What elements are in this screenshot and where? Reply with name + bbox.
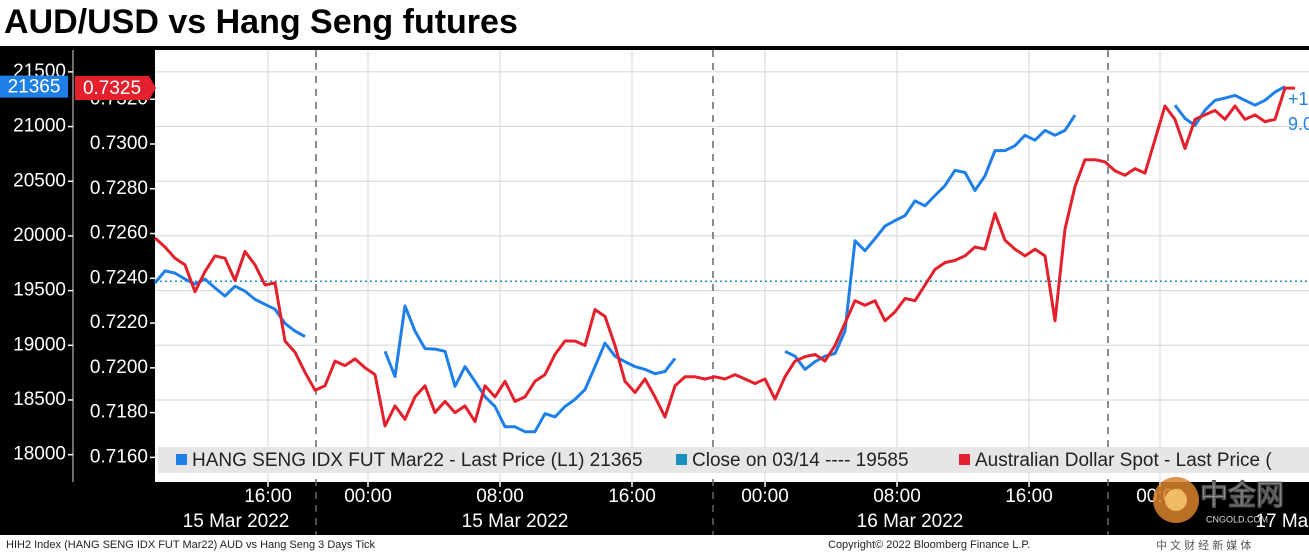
watermark-site: CNGOLD.COM [1206, 514, 1268, 524]
x-tick-label: 00:00 [344, 486, 392, 507]
y-tick-label: 20500 [13, 170, 66, 191]
x-date-label: 16 Mar 2022 [857, 511, 964, 532]
watermark-logo-inner [1165, 489, 1187, 511]
y2-tick-label: 0.7220 [90, 312, 148, 333]
x-tick-label: 16:00 [608, 486, 656, 507]
legend: HANG SENG IDX FUT Mar22 - Last Price (L1… [176, 450, 1272, 471]
right-label: 9.0 [1288, 114, 1309, 134]
legend-swatch [676, 454, 687, 465]
watermark-brand: 中金网 [1200, 478, 1284, 510]
value-tag: 21365 [8, 77, 61, 98]
x-tick-label: 16:00 [1005, 486, 1053, 507]
legend-label: Close on 03/14 ---- 19585 [692, 450, 909, 471]
y2-tick-label: 0.7260 [90, 223, 148, 244]
chart-title: AUD/USD vs Hang Seng futures [4, 3, 518, 41]
right-label: +1 [1288, 89, 1309, 109]
marks: +19.0 [153, 85, 1309, 434]
legend-label: Australian Dollar Spot - Last Price ( [975, 450, 1272, 471]
value-tag-box [75, 76, 156, 101]
y2-tick-label: 0.7200 [90, 357, 148, 378]
value-tag-box [0, 75, 68, 98]
series-line [383, 304, 677, 434]
legend-label: HANG SENG IDX FUT Mar22 - Last Price (L1… [192, 450, 643, 471]
x-date-label: 17 Mar [1255, 511, 1309, 532]
footer-source: HIH2 Index (HANG SENG IDX FUT Mar22) AUD… [6, 539, 376, 551]
x-tick-label: 08:00 [873, 486, 921, 507]
y-tick-label: 21000 [13, 116, 66, 137]
series-line [784, 114, 1077, 371]
watermark-tagline: 中 文 财 经 新 媒 体 [1156, 538, 1251, 552]
axes: 1800018500190001950020000205002100021500… [13, 61, 1309, 532]
y-tick-label: 19000 [13, 334, 66, 355]
y2-tick-label: 0.7300 [90, 133, 148, 154]
plot-area [155, 50, 1309, 482]
y2-tick-label: 0.7180 [90, 402, 148, 423]
x-date-label: 15 Mar 2022 [462, 511, 569, 532]
value-tags: 21365 0.7325 [0, 75, 156, 101]
y-tick-label: 19500 [13, 280, 66, 301]
y-tick-label: 20000 [13, 225, 66, 246]
grid [155, 50, 1309, 482]
watermark: 中金网 CNGOLD.COM [1153, 477, 1284, 524]
series-line [153, 86, 1295, 428]
value-tag: 0.7325 [83, 78, 141, 99]
y-tick-label: 18500 [13, 389, 66, 410]
legend-swatch [959, 454, 970, 465]
y-tick-label: 18000 [13, 444, 66, 465]
legend-background [158, 447, 1309, 473]
y2-tick-label: 0.7240 [90, 267, 148, 288]
x-tick-label: 00:00 [741, 486, 789, 507]
legend-swatch [176, 454, 187, 465]
x-tick-label: 16:00 [244, 486, 292, 507]
x-tick-label: 08:00 [476, 486, 524, 507]
footer-copyright: Copyright© 2022 Bloomberg Finance L.P. [828, 539, 1030, 551]
x-date-label: 15 Mar 2022 [183, 511, 290, 532]
y2-tick-label: 0.7280 [90, 178, 148, 199]
y2-tick-label: 0.7160 [90, 446, 148, 467]
